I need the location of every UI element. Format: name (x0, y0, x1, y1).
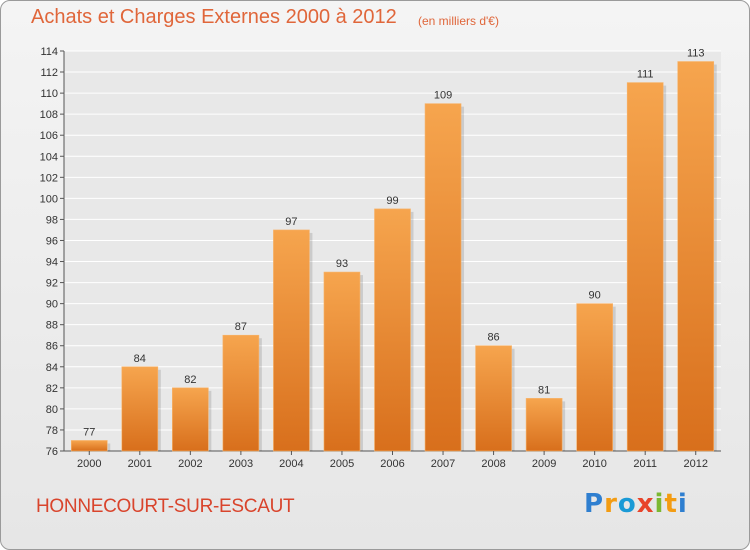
value-labels: 77 84 82 87 97 93 99 109 86 81 90 111 113 (83, 48, 704, 439)
y-tick-label: 88 (46, 320, 58, 332)
y-tick-label: 86 (46, 341, 58, 353)
x-tick-label: 2006 (380, 458, 404, 470)
value-label: 81 (538, 384, 550, 396)
y-tick-label: 96 (46, 235, 58, 247)
y-tick-label: 82 (46, 383, 58, 395)
value-label: 113 (687, 48, 705, 60)
proxiti-logo: Proxiti (584, 489, 688, 519)
x-tick-label: 2009 (532, 458, 556, 470)
y-tick-label: 106 (40, 130, 58, 142)
value-label: 97 (285, 216, 297, 228)
x-tick-label: 2004 (279, 458, 303, 470)
bar-2001 (121, 366, 159, 452)
y-tick-label: 108 (40, 109, 58, 121)
y-tick-label: 104 (40, 151, 58, 163)
town-name: HONNECOURT-SUR-ESCAUT (36, 496, 295, 517)
chart-subtitle: (en milliers d'€) (418, 14, 499, 28)
x-axis: 2000 2001 2002 2003 2004 2005 2006 2007 2008 2009… (77, 451, 708, 470)
y-tick-label: 76 (46, 446, 58, 458)
bar-2003 (222, 334, 260, 452)
bar-2000 (70, 440, 108, 452)
y-tick-label: 98 (46, 214, 58, 226)
logo-letter: o (617, 489, 637, 519)
x-tick-label: 2008 (481, 458, 505, 470)
logo-letter: i (654, 489, 665, 519)
bar-2010 (576, 303, 613, 452)
y-tick-label: 92 (46, 278, 58, 290)
x-tick-label: 2001 (128, 458, 152, 470)
bar-2009 (525, 398, 563, 452)
logo-letter: P (584, 489, 605, 519)
y-tick-label: 90 (46, 299, 58, 311)
y-tick-label: 100 (40, 193, 58, 205)
value-label: 86 (487, 332, 499, 344)
y-tick-label: 114 (40, 46, 58, 58)
x-tick-label: 2000 (77, 458, 101, 470)
value-label: 84 (134, 353, 146, 365)
chart-title: Achats et Charges Externes 2000 à 2012 (31, 6, 397, 28)
logo-letter: r (604, 489, 618, 519)
value-label: 109 (434, 90, 452, 102)
value-label: 93 (336, 258, 348, 270)
x-tick-label: 2002 (178, 458, 202, 470)
y-tick-label: 112 (40, 67, 58, 79)
y-tick-label: 84 (46, 362, 58, 374)
logo-letter: t (664, 489, 678, 519)
value-label: 90 (589, 290, 601, 302)
x-tick-label: 2011 (633, 458, 657, 470)
x-tick-label: 2010 (582, 458, 606, 470)
value-label: 87 (235, 321, 247, 333)
bars (70, 61, 717, 452)
x-tick-label: 2007 (431, 458, 455, 470)
bar-2004 (273, 229, 310, 452)
value-label: 99 (386, 195, 398, 207)
bar-2011 (626, 82, 664, 452)
x-tick-label: 2003 (229, 458, 253, 470)
logo-letter: x (636, 489, 655, 519)
y-tick-label: 80 (46, 404, 58, 416)
y-tick-label: 78 (46, 425, 58, 437)
value-label: 77 (83, 426, 95, 438)
bar-2012 (677, 61, 715, 452)
value-label: 82 (184, 374, 196, 386)
y-tick-label: 110 (40, 88, 58, 100)
x-tick-label: 2012 (683, 458, 707, 470)
y-tick-label: 94 (46, 257, 58, 269)
bar-2005 (323, 271, 361, 452)
bar-2002 (172, 387, 209, 452)
y-tick-label: 102 (40, 172, 58, 184)
x-tick-label: 2005 (330, 458, 354, 470)
value-label: 111 (637, 69, 654, 81)
bar-2007 (424, 103, 462, 452)
bar-2006 (374, 208, 411, 452)
logo-letter: i (677, 489, 688, 519)
bar-2008 (475, 345, 512, 452)
